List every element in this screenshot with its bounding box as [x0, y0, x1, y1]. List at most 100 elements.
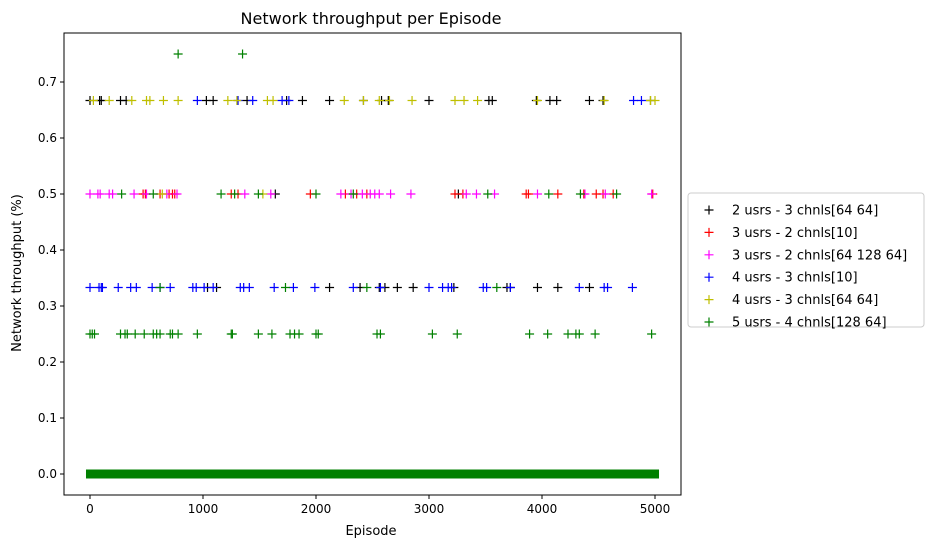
baseline-band — [85, 469, 660, 479]
data-point — [130, 329, 140, 339]
legend-label: 4 usrs - 3 chnls[10] — [732, 271, 858, 286]
data-point — [543, 329, 553, 339]
legend-marker — [704, 205, 714, 215]
data-point — [584, 95, 594, 105]
data-point — [155, 329, 165, 339]
data-point — [461, 189, 471, 199]
data-point — [473, 95, 483, 105]
x-axis-label: Episode — [345, 524, 396, 539]
data-point — [492, 283, 502, 293]
legend-marker — [704, 317, 714, 327]
data-point — [584, 283, 594, 293]
data-point — [574, 283, 584, 293]
data-point — [230, 189, 240, 199]
data-point — [139, 329, 149, 339]
legend-label: 5 usrs - 4 chnls[128 64] — [732, 316, 887, 331]
data-point — [199, 283, 209, 293]
data-point — [574, 329, 584, 339]
data-point — [544, 189, 554, 199]
y-tick-label: 0.0 — [38, 467, 57, 481]
data-point — [408, 283, 418, 293]
data-point — [294, 329, 304, 339]
x-tick-label: 1000 — [188, 502, 219, 516]
data-point — [459, 95, 469, 105]
legend-label: 2 usrs - 3 chnls[64 64] — [732, 204, 878, 219]
legend-label: 3 usrs - 2 chnls[10] — [732, 226, 858, 241]
data-point — [208, 283, 218, 293]
data-point — [85, 283, 95, 293]
data-point — [172, 189, 182, 199]
data-point — [447, 283, 457, 293]
data-point — [450, 189, 460, 199]
data-point — [525, 329, 535, 339]
chart-title: Network throughput per Episode — [241, 9, 502, 28]
data-point — [313, 329, 323, 339]
legend-marker — [704, 227, 714, 237]
data-point — [127, 95, 137, 105]
x-tick-label: 0 — [86, 502, 94, 516]
data-point — [600, 189, 610, 199]
legend-marker — [704, 295, 714, 305]
data-point — [284, 95, 294, 105]
data-point — [647, 189, 657, 199]
data-point — [348, 283, 358, 293]
data-point — [216, 189, 226, 199]
data-point — [96, 95, 106, 105]
data-point — [636, 95, 646, 105]
legend-marker — [704, 250, 714, 260]
data-point — [407, 95, 417, 105]
data-point — [386, 189, 396, 199]
plot-frame — [63, 32, 682, 496]
data-point — [192, 329, 202, 339]
data-point — [450, 95, 460, 105]
data-point — [424, 95, 434, 105]
data-point — [348, 189, 358, 199]
y-axis-label: Network throughput (%) — [10, 194, 25, 352]
data-point — [358, 95, 368, 105]
data-point — [240, 189, 250, 199]
data-point — [532, 95, 542, 105]
data-point — [191, 283, 201, 293]
data-point — [452, 329, 462, 339]
data-point — [223, 95, 233, 105]
data-point — [122, 329, 132, 339]
legend-label: 3 usrs - 2 chnls[64 128 64] — [732, 248, 907, 263]
data-point — [384, 95, 394, 105]
data-point — [362, 283, 372, 293]
data-point — [208, 95, 218, 105]
data-point — [145, 95, 155, 105]
data-point — [563, 329, 573, 339]
data-point — [238, 49, 248, 59]
data-point — [232, 95, 242, 105]
data-point — [375, 329, 385, 339]
data-point — [647, 329, 657, 339]
data-point — [158, 95, 168, 105]
y-tick-label: 0.6 — [38, 131, 57, 145]
data-point — [227, 329, 237, 339]
data-point — [97, 283, 107, 293]
y-tick-label: 0.7 — [38, 75, 57, 89]
y-tick-label: 0.2 — [38, 355, 57, 369]
legend-marker — [704, 272, 714, 282]
data-point — [113, 283, 123, 293]
x-tick-label: 4000 — [527, 502, 558, 516]
data-point — [310, 283, 320, 293]
data-point — [374, 189, 384, 199]
data-marks — [85, 49, 660, 479]
y-tick-label: 0.3 — [38, 299, 57, 313]
data-point — [129, 189, 139, 199]
legend-box — [687, 192, 925, 328]
legend-label: 4 usrs - 3 chnls[64 64] — [732, 293, 878, 308]
data-point — [612, 189, 622, 199]
y-tick-label: 0.4 — [38, 243, 57, 257]
data-point — [268, 95, 278, 105]
data-point — [253, 329, 263, 339]
data-point — [85, 189, 95, 199]
data-point — [311, 189, 321, 199]
data-point — [131, 283, 141, 293]
data-point — [532, 283, 542, 293]
data-point — [375, 283, 385, 293]
data-point — [173, 49, 183, 59]
